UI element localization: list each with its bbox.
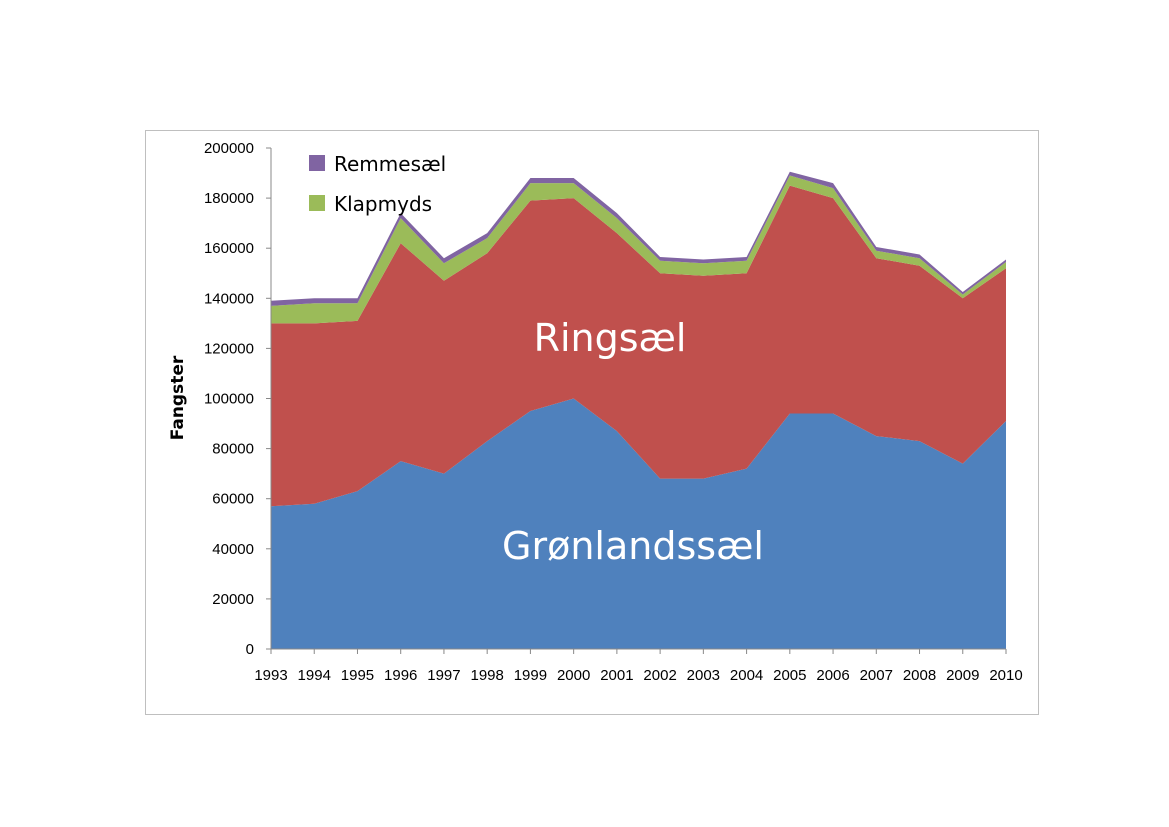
x-tick-label: 2010 [989,667,1022,684]
y-axis-label: Fangster [168,355,188,440]
x-tick-label: 2005 [773,667,806,684]
series-label: Ringsæl [534,316,687,360]
x-tick-label: 2004 [730,667,763,684]
x-tick-label: 2007 [860,667,893,684]
area-rings-l [271,185,1006,507]
legend-item: Remmesæl [334,152,446,176]
y-tick-label: 200000 [204,140,254,157]
y-tick-label: 140000 [204,290,254,307]
area-gr-nlandss-l [271,398,1006,649]
x-tick-label: 1995 [341,667,374,684]
series-label: Grønlandssæl [502,524,764,568]
area-remmes-l [271,171,1006,306]
x-tick-label: 2009 [946,667,979,684]
legend-item: Klapmyds [334,192,432,216]
y-tick-label: 60000 [212,491,254,508]
legend: Remmesæl Klapmyds [309,152,446,216]
x-tick-label: 2000 [557,667,590,684]
x-tick-label: 1994 [298,667,331,684]
area-klapmyds [271,175,1006,324]
legend-swatch [309,155,325,171]
x-tick-label: 2003 [687,667,720,684]
y-tick-label: 80000 [212,441,254,458]
x-tick-label: 2001 [600,667,633,684]
x-tick-label: 2008 [903,667,936,684]
x-tick-label: 1993 [254,667,287,684]
legend-swatch [309,195,325,211]
x-tick-label: 1998 [470,667,503,684]
x-tick-label: 2006 [816,667,849,684]
x-tick-label: 1997 [427,667,460,684]
y-tick-label: 120000 [204,340,254,357]
x-tick-label: 2002 [643,667,676,684]
x-tick-label: 1996 [384,667,417,684]
y-tick-label: 100000 [204,391,254,408]
y-tick-label: 40000 [212,541,254,558]
y-tick-label: 160000 [204,240,254,257]
y-tick-label: 0 [246,641,254,658]
y-tick-label: 20000 [212,591,254,608]
y-tick-label: 180000 [204,190,254,207]
x-tick-label: 1999 [514,667,547,684]
